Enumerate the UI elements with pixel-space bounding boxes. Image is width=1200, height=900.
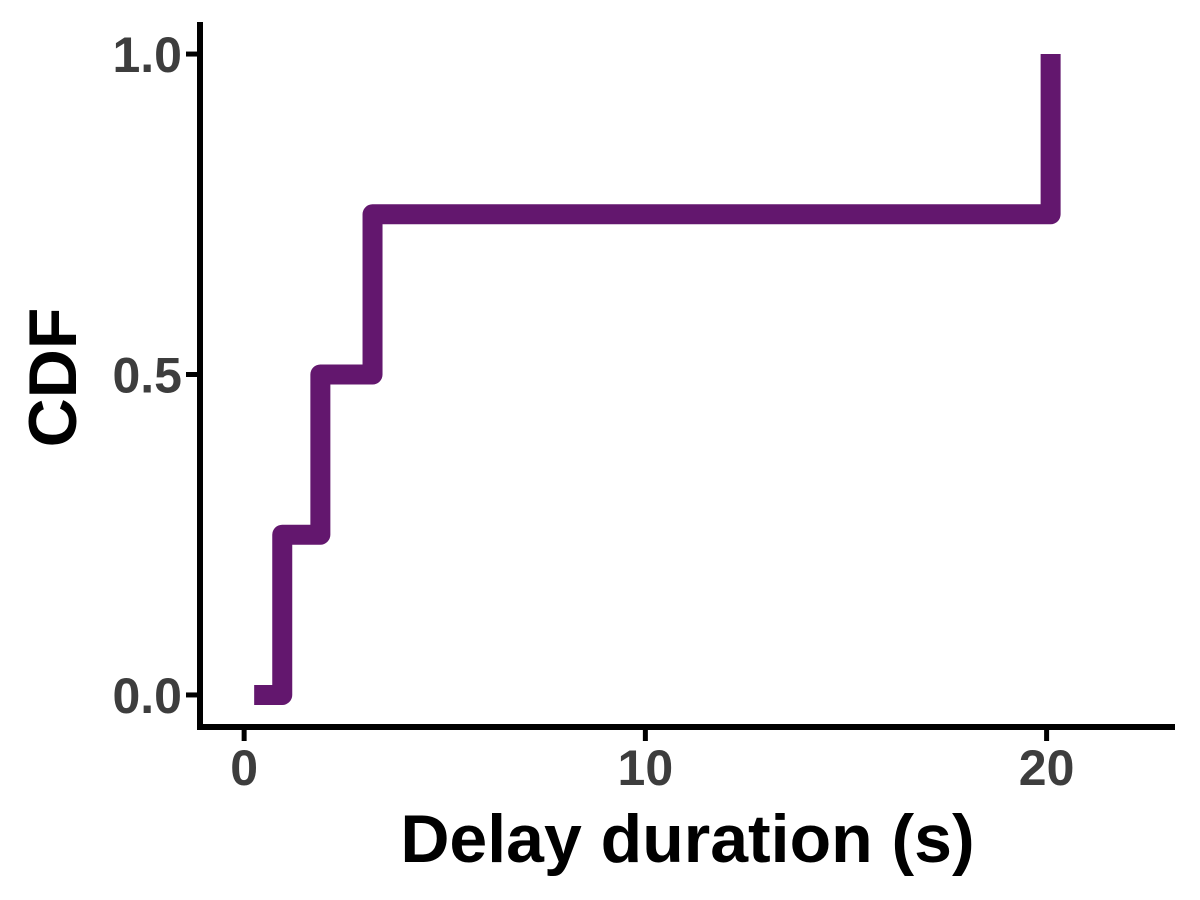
x-tick-label: 20 bbox=[1019, 740, 1075, 796]
plot-series bbox=[254, 54, 1061, 705]
x-tick-label: 10 bbox=[618, 740, 674, 796]
cdf-step-line bbox=[254, 54, 1061, 705]
y-tick-label: 1.0 bbox=[112, 27, 182, 83]
x-tick-label: 0 bbox=[230, 740, 258, 796]
x-axis-ticks: 0 10 20 bbox=[230, 727, 1074, 796]
y-tick-label: 0.0 bbox=[112, 668, 182, 724]
y-tick-label: 0.5 bbox=[112, 348, 182, 404]
y-axis-title: CDF bbox=[15, 308, 91, 448]
y-axis-ticks: 0.0 0.5 1.0 bbox=[112, 27, 200, 724]
x-axis-title: Delay duration (s) bbox=[400, 801, 974, 877]
